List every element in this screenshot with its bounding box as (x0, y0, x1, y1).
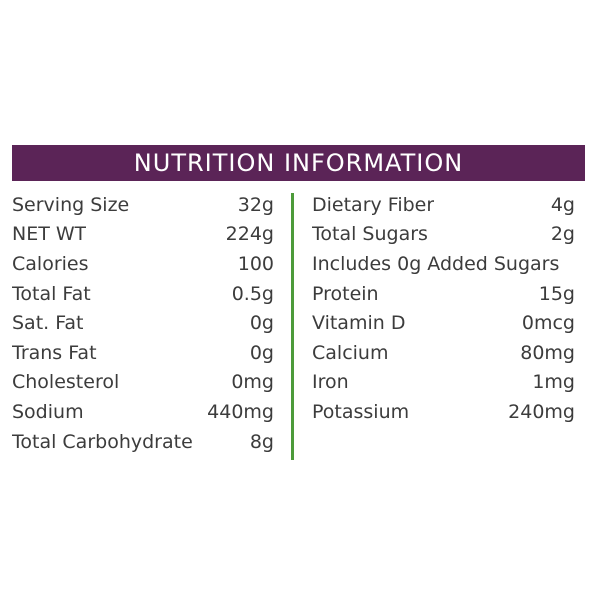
nutrient-label: Protein (312, 282, 379, 305)
nutrient-value: 15g (538, 282, 575, 305)
right-column: Dietary Fiber 4g Total Sugars 2g Include… (312, 190, 575, 427)
nutrient-row-dietary-fiber: Dietary Fiber 4g (312, 190, 575, 220)
nutrient-label: Calcium (312, 341, 389, 364)
nutrition-header: NUTRITION INFORMATION (12, 145, 585, 181)
nutrient-value: 224g (225, 223, 274, 246)
nutrient-value: 80mg (520, 341, 575, 364)
nutrient-label: Total Sugars (312, 223, 428, 246)
nutrient-row-potassium: Potassium 240mg (312, 397, 575, 427)
nutrient-value: 0mg (231, 371, 274, 394)
nutrient-row-sodium: Sodium 440mg (12, 397, 274, 427)
nutrient-row-serving-size: Serving Size 32g (12, 190, 274, 220)
nutrient-label: Includes 0g Added Sugars (312, 252, 560, 275)
nutrient-value: 0g (249, 341, 274, 364)
nutrient-value: 1mg (532, 371, 575, 394)
nutrient-row-calories: Calories 100 (12, 249, 274, 279)
nutrient-label: Serving Size (12, 193, 130, 216)
nutrient-label: Calories (12, 252, 89, 275)
nutrient-label: Iron (312, 371, 349, 394)
nutrient-value: 240mg (508, 400, 575, 423)
nutrient-value: 2g (550, 223, 575, 246)
nutrient-value: 0mcg (521, 312, 575, 335)
nutrient-value: 8g (249, 430, 274, 453)
nutrient-row-total-carbohydrate: Total Carbohydrate 8g (12, 427, 274, 457)
nutrient-row-calcium: Calcium 80mg (312, 338, 575, 368)
nutrient-label: NET WT (12, 223, 87, 246)
nutrient-label: Dietary Fiber (312, 193, 435, 216)
nutrient-value: 4g (550, 193, 575, 216)
nutrient-row-sat-fat: Sat. Fat 0g (12, 308, 274, 338)
nutrient-label: Trans Fat (12, 341, 97, 364)
nutrition-title: NUTRITION INFORMATION (133, 149, 464, 177)
nutrient-label: Total Carbohydrate (12, 430, 193, 453)
nutrient-value: 0g (249, 312, 274, 335)
nutrient-label: Total Fat (12, 282, 91, 305)
nutrient-value: 0.5g (231, 282, 274, 305)
nutrient-row-iron: Iron 1mg (312, 368, 575, 398)
column-divider (291, 193, 294, 460)
nutrient-row-total-fat: Total Fat 0.5g (12, 279, 274, 309)
nutrient-row-vitamin-d: Vitamin D 0mcg (312, 308, 575, 338)
nutrient-label: Sodium (12, 400, 84, 423)
nutrient-row-trans-fat: Trans Fat 0g (12, 338, 274, 368)
nutrient-label: Vitamin D (312, 312, 406, 335)
nutrient-value: 32g (237, 193, 274, 216)
nutrient-value: 440mg (207, 400, 274, 423)
nutrient-row-added-sugars: Includes 0g Added Sugars (312, 249, 575, 279)
nutrition-panel: NUTRITION INFORMATION Serving Size 32g N… (12, 145, 585, 465)
nutrient-label: Potassium (312, 400, 410, 423)
nutrient-label: Sat. Fat (12, 312, 84, 335)
nutrient-label: Cholesterol (12, 371, 120, 394)
nutrient-row-net-wt: NET WT 224g (12, 220, 274, 250)
nutrient-row-total-sugars: Total Sugars 2g (312, 220, 575, 250)
nutrient-value: 100 (237, 252, 274, 275)
nutrient-row-protein: Protein 15g (312, 279, 575, 309)
nutrient-row-cholesterol: Cholesterol 0mg (12, 368, 274, 398)
left-column: Serving Size 32g NET WT 224g Calories 10… (12, 190, 274, 456)
